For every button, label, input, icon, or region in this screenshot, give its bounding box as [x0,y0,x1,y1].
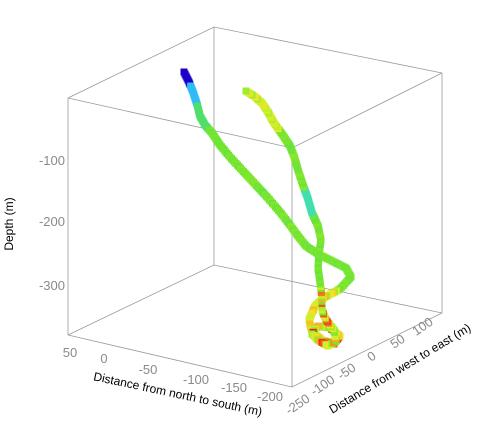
y-tick-label: -100 [307,372,337,399]
x-tick-label: -100 [183,372,209,387]
track-point [243,88,250,95]
x-tick-label: -50 [139,362,158,377]
box-back-top [68,27,442,98]
y-tick-label: -250 [282,391,312,418]
plot-box [68,27,442,387]
box-front-top [68,73,442,148]
x-axis: 50 0 -50 -100 -150 -200 Distance from no… [63,345,283,419]
depth-track [181,69,355,350]
z-tick-label: -100 [39,153,65,168]
z-tick-label: -300 [39,278,65,293]
x-tick-label: 0 [100,351,107,366]
box-back-bottom [68,265,442,335]
z-tick-label: -200 [39,214,65,229]
x-tick-label: -200 [257,389,283,404]
y-tick-label: -50 [334,360,358,383]
z-axis-label: Depth (m) [2,197,16,250]
x-tick-label: 50 [63,345,77,360]
x-tick-label: -150 [221,380,247,395]
z-axis: -100 -200 -300 Depth (m) [2,153,65,293]
y-tick-label: 50 [387,331,407,352]
y-tick-label: 0 [364,348,378,364]
